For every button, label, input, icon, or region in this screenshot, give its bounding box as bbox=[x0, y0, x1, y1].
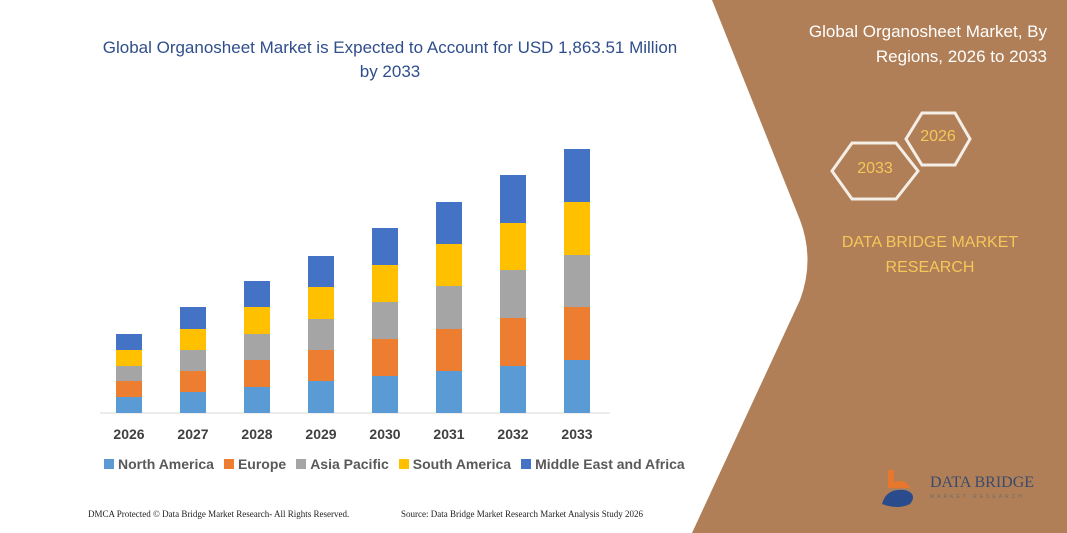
bars bbox=[116, 149, 590, 413]
hex-label-start: 2026 bbox=[920, 128, 956, 145]
bar-segment-2032-north-america bbox=[500, 366, 526, 413]
legend-item: Europe bbox=[223, 456, 287, 472]
x-tick-label: 2032 bbox=[497, 426, 529, 442]
bar-segment-2027-asia-pacific bbox=[180, 350, 206, 371]
side-panel-title: Global Organosheet Market, By Regions, 2… bbox=[808, 22, 1047, 66]
bar-segment-2029-europe bbox=[308, 350, 334, 381]
legend-swatch bbox=[223, 459, 234, 469]
legend-item: South America bbox=[398, 456, 512, 472]
legend-item: North America bbox=[104, 456, 214, 472]
bar-segment-2026-asia-pacific bbox=[116, 366, 142, 381]
bar-segment-2031-north-america bbox=[436, 371, 462, 413]
footer-copyright: DMCA Protected © Data Bridge Market Rese… bbox=[88, 509, 350, 519]
x-tick-label: 2026 bbox=[113, 426, 145, 442]
bar-segment-2026-north-america bbox=[116, 397, 142, 413]
legend-label: Europe bbox=[237, 456, 287, 472]
x-tick-label: 2029 bbox=[305, 426, 337, 442]
logo-icon bbox=[882, 470, 914, 507]
bar-segment-2026-europe bbox=[116, 381, 142, 397]
hexagon-2026 bbox=[904, 111, 972, 167]
x-tick-label: 2027 bbox=[177, 426, 209, 442]
legend-label: South America bbox=[412, 456, 512, 472]
hex-label-end: 2033 bbox=[857, 160, 893, 177]
bar-segment-2028-north-america bbox=[244, 387, 270, 413]
logo-name: DATA BRIDGE bbox=[930, 474, 1035, 491]
bar-segment-2028-middle-east-and-africa bbox=[244, 281, 270, 307]
bar-segment-2033-middle-east-and-africa bbox=[564, 149, 590, 202]
hexagon-2033 bbox=[830, 141, 920, 201]
bar-segment-2033-north-america bbox=[564, 360, 590, 413]
legend-label: Middle East and Africa bbox=[535, 456, 685, 472]
legend-swatch bbox=[398, 459, 409, 469]
legend: North America Europe Asia Pacific South … bbox=[104, 456, 685, 472]
bar-segment-2027-europe bbox=[180, 371, 206, 392]
bar-segment-2028-asia-pacific bbox=[244, 334, 270, 360]
bar-segment-2029-south-america bbox=[308, 287, 334, 319]
x-tick-label: 2031 bbox=[433, 426, 465, 442]
bar-segment-2029-middle-east-and-africa bbox=[308, 256, 334, 287]
bar-segment-2030-north-america bbox=[372, 376, 398, 413]
x-tick-label: 2030 bbox=[369, 426, 401, 442]
bar-segment-2028-europe bbox=[244, 360, 270, 387]
bar-segment-2031-asia-pacific bbox=[436, 286, 462, 329]
legend-item: Middle East and Africa bbox=[521, 456, 685, 472]
bar-segment-2031-middle-east-and-africa bbox=[436, 202, 462, 244]
bar-segment-2030-asia-pacific bbox=[372, 302, 398, 339]
bar-segment-2027-middle-east-and-africa bbox=[180, 307, 206, 329]
bar-segment-2033-europe bbox=[564, 307, 590, 360]
bar-segment-2026-south-america bbox=[116, 350, 142, 366]
bar-segment-2032-south-america bbox=[500, 223, 526, 270]
bar-segment-2033-south-america bbox=[564, 202, 590, 255]
bar-segment-2027-south-america bbox=[180, 329, 206, 350]
bar-segment-2032-asia-pacific bbox=[500, 270, 526, 318]
bar-segment-2029-north-america bbox=[308, 381, 334, 413]
bar-segment-2032-europe bbox=[500, 318, 526, 366]
side-panel bbox=[692, 0, 1067, 533]
legend-swatch bbox=[296, 459, 307, 469]
legend-swatch bbox=[104, 459, 114, 469]
x-tick-label: 2033 bbox=[561, 426, 593, 442]
bar-segment-2031-europe bbox=[436, 329, 462, 371]
legend-label: North America bbox=[118, 456, 214, 472]
bar-segment-2030-middle-east-and-africa bbox=[372, 228, 398, 265]
bar-segment-2029-asia-pacific bbox=[308, 319, 334, 350]
brand-text: DATA BRIDGE MARKET RESEARCH bbox=[841, 234, 1019, 276]
footer-source: Source: Data Bridge Market Research Mark… bbox=[401, 509, 643, 519]
bar-segment-2026-middle-east-and-africa bbox=[116, 334, 142, 350]
bar-segment-2030-south-america bbox=[372, 265, 398, 302]
bar-segment-2033-asia-pacific bbox=[564, 255, 590, 307]
bar-segment-2027-north-america bbox=[180, 392, 206, 413]
bar-segment-2031-south-america bbox=[436, 244, 462, 286]
legend-swatch bbox=[521, 459, 532, 469]
legend-item: Asia Pacific bbox=[296, 456, 389, 472]
x-tick-label: 2028 bbox=[241, 426, 273, 442]
bar-segment-2032-middle-east-and-africa bbox=[500, 175, 526, 223]
logo-subtitle: MARKET RESEARCH bbox=[930, 494, 1025, 500]
chart-title: Global Organosheet Market is Expected to… bbox=[102, 38, 678, 81]
bar-segment-2028-south-america bbox=[244, 307, 270, 334]
bar-segment-2030-europe bbox=[372, 339, 398, 376]
legend-label: Asia Pacific bbox=[310, 456, 389, 472]
